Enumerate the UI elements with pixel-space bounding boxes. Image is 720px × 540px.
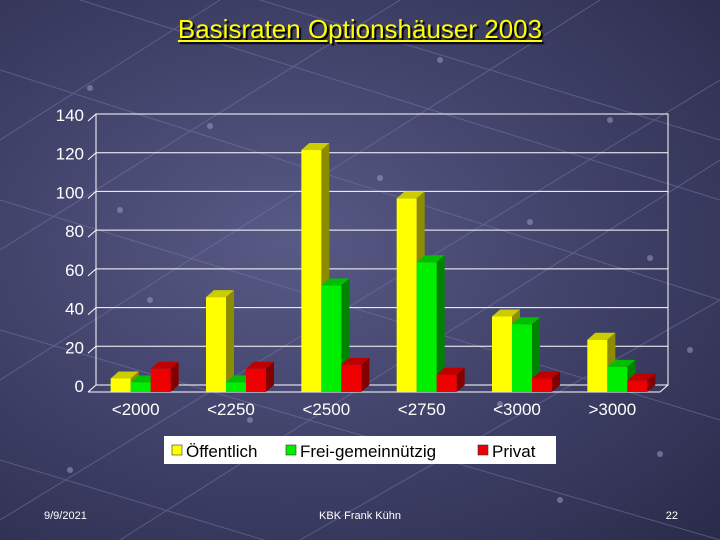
legend-swatch: [477, 444, 489, 456]
bar: [532, 371, 560, 392]
bar: [206, 290, 234, 392]
bar: [416, 255, 445, 392]
tick-mark: [87, 152, 97, 161]
slide-title: Basisraten Optionshäuser 2003: [177, 14, 543, 44]
tick-mark: [87, 307, 97, 315]
bar: [341, 357, 370, 392]
legend-label: Privat: [492, 442, 536, 461]
x-tick-label: <3000: [493, 400, 541, 419]
tick-mark: [87, 384, 97, 393]
x-tick-label: <2750: [398, 400, 446, 419]
y-tick-label: 120: [56, 145, 84, 164]
x-tick-label: <2500: [302, 400, 350, 419]
legend-label: Frei-gemeinnützig: [300, 442, 436, 461]
y-tick-label: 80: [65, 222, 84, 241]
legend: Öffentlich Frei-gemeinnützig Privat: [164, 436, 556, 464]
page-number: 22: [665, 510, 678, 522]
bar: [627, 373, 656, 392]
legend-swatch: [285, 444, 297, 456]
y-tick-label: 40: [65, 300, 84, 319]
y-tick-label: 0: [75, 377, 84, 396]
x-tick-label: >3000: [588, 400, 636, 419]
legend-swatch: [171, 444, 183, 456]
chart-floor: [659, 384, 669, 393]
y-tick-label: 100: [56, 183, 84, 202]
tick-mark: [87, 229, 97, 238]
bar: [246, 361, 274, 392]
bar: [150, 361, 179, 392]
legend-label: Öffentlich: [186, 442, 258, 461]
x-tick-label: <2250: [207, 400, 255, 419]
y-tick-label: 140: [56, 106, 84, 125]
y-tick-label: 20: [65, 338, 84, 357]
plot-area: [95, 113, 669, 386]
tick-mark: [87, 268, 97, 277]
legend-box: [164, 436, 556, 464]
bar: [436, 367, 465, 392]
footer-author: KBK Frank Kühn: [319, 510, 401, 522]
tick-mark: [87, 191, 97, 199]
tick-mark: [87, 113, 97, 122]
x-tick-label: <2000: [112, 400, 160, 419]
y-tick-label: 60: [65, 261, 84, 280]
tick-mark: [87, 345, 97, 354]
footer-date: 9/9/2021: [44, 510, 87, 522]
